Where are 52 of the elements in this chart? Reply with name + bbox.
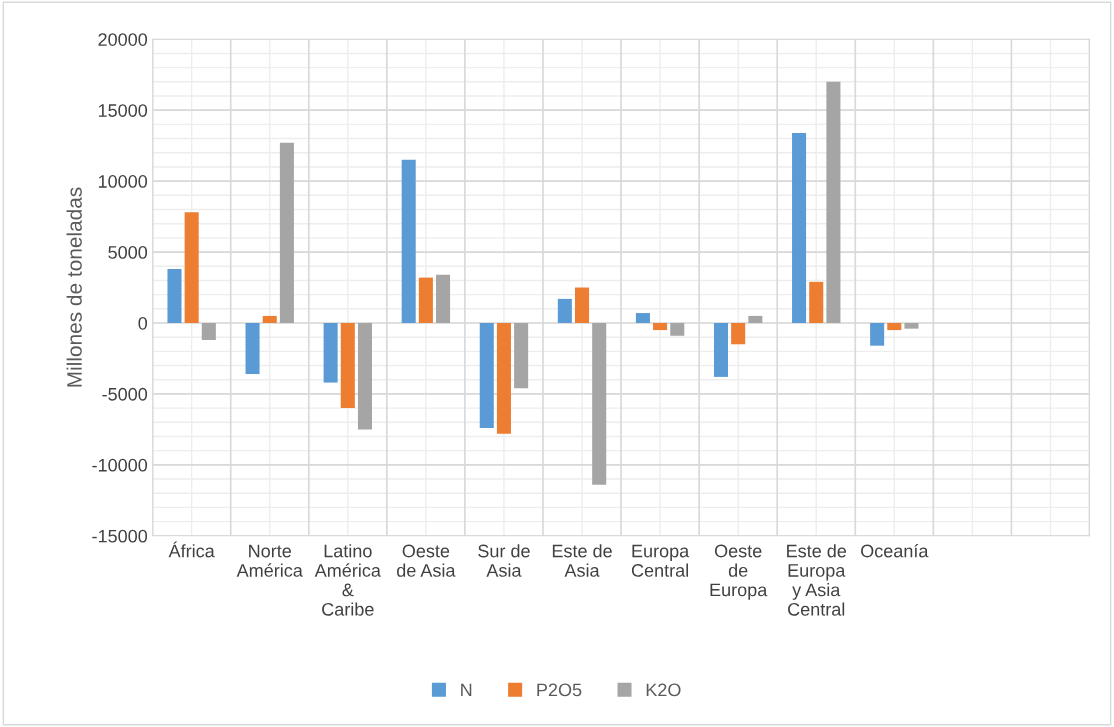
x-tick-label: Oceanía [861, 543, 929, 558]
bar [887, 323, 902, 331]
bar [592, 323, 607, 485]
bar [184, 212, 199, 323]
y-tick-label: -15000 [92, 529, 148, 543]
bar [323, 323, 338, 383]
x-tick-label: Sur de Asia [478, 544, 530, 577]
bar [514, 323, 529, 389]
bar [826, 81, 841, 323]
bar [809, 281, 824, 323]
bar [357, 323, 372, 430]
bar [670, 323, 685, 336]
x-tick-label: Oeste de Europa [710, 544, 768, 600]
y-tick-label: 5000 [108, 246, 148, 259]
y-tick-label: 0 [138, 316, 148, 330]
x-tick-label: África [168, 541, 215, 558]
bar [418, 277, 433, 323]
x-tick-label: Este de Europa y Asia Central [787, 544, 847, 616]
bar [557, 298, 572, 323]
x-tick-label: Este de Asia [552, 544, 612, 577]
y-tick-label: 20000 [98, 33, 148, 46]
bar [436, 274, 451, 323]
y-tick-label: -5000 [102, 387, 148, 401]
x-tick-label: Latino América & Caribe [314, 544, 381, 616]
y-tick-label: 10000 [98, 175, 148, 188]
bar [401, 159, 416, 323]
legend-label: P2O5 [537, 683, 582, 697]
bar [748, 315, 763, 323]
bar [167, 269, 182, 323]
bar [201, 323, 216, 341]
bar [904, 323, 919, 329]
x-tick-label: Oeste de Asia [397, 544, 456, 577]
x-tick-label: Norte América [236, 544, 303, 577]
bar [713, 323, 729, 377]
bar [262, 315, 277, 323]
bar [653, 323, 668, 331]
bar [245, 323, 260, 375]
legend-label: N [461, 683, 472, 697]
bar [479, 323, 494, 428]
bar [635, 313, 650, 323]
bar [731, 323, 746, 345]
bar [279, 142, 294, 323]
bar [792, 132, 807, 323]
y-tick-label: 15000 [98, 104, 148, 117]
legend-label: K2O [646, 683, 681, 697]
bar [340, 323, 355, 409]
bar [870, 323, 885, 346]
bar [496, 323, 511, 434]
x-tick-label: Europa Central [631, 544, 690, 577]
y-tick-label: -10000 [92, 458, 148, 472]
bar [574, 287, 590, 323]
y-axis-title: Millones de toneladas [66, 187, 82, 387]
